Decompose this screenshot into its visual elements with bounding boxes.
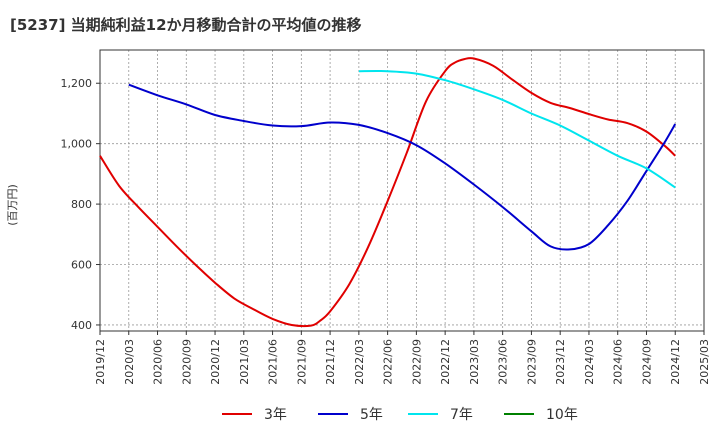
legend-label: 7年 — [450, 407, 473, 423]
x-tick-label: 2021/06 — [267, 339, 280, 385]
legend-label: 10年 — [546, 407, 578, 423]
x-tick-label: 2024/03 — [583, 339, 596, 385]
gridlines — [99, 50, 705, 331]
x-tick-label: 2021/12 — [324, 339, 337, 385]
y-tick-label: 800 — [71, 198, 92, 211]
x-tick-label: 2019/12 — [94, 339, 107, 385]
series-line-0 — [99, 57, 676, 328]
x-tick-label: 2021/03 — [238, 339, 251, 385]
x-axis-ticks: 2019/12 2020/03 2020/06 2020/09 2020/12 2021/… — [94, 331, 711, 385]
x-tick-label: 2022/09 — [410, 339, 423, 385]
chart-title: [5237] 当期純利益12か月移動合計の平均値の推移 — [10, 16, 362, 34]
x-tick-label: 2025/03 — [698, 339, 711, 385]
y-tick-label: 600 — [71, 259, 92, 272]
series-lines — [99, 57, 677, 328]
x-tick-label: 2024/12 — [669, 339, 682, 385]
legend-label: 3年 — [264, 407, 287, 423]
x-tick-label: 2023/03 — [468, 339, 481, 385]
legend-label: 5年 — [360, 407, 383, 423]
x-tick-label: 2023/06 — [497, 339, 510, 385]
series-line-1 — [128, 83, 677, 251]
x-tick-label: 2023/12 — [554, 339, 567, 385]
plot-area-frame — [99, 49, 705, 332]
legend: 3年 5年 7年 10年 — [222, 407, 578, 423]
x-tick-label: 2021/09 — [295, 339, 308, 385]
y-tick-label: 1,200 — [61, 77, 93, 90]
x-tick-label: 2022/03 — [353, 339, 366, 385]
x-tick-label: 2022/12 — [439, 339, 452, 385]
x-tick-label: 2020/12 — [209, 339, 222, 385]
y-tick-label: 1,000 — [61, 138, 93, 151]
x-tick-label: 2024/06 — [612, 339, 625, 385]
series-line-2 — [358, 69, 676, 189]
y-axis-label: (百万円) — [6, 184, 19, 226]
x-tick-label: 2020/03 — [123, 339, 136, 385]
x-tick-label: 2023/09 — [525, 339, 538, 385]
x-tick-label: 2022/06 — [382, 339, 395, 385]
y-tick-label: 400 — [71, 319, 92, 332]
x-tick-label: 2024/09 — [640, 339, 653, 385]
x-tick-label: 2020/09 — [180, 339, 193, 385]
x-tick-label: 2020/06 — [152, 339, 165, 385]
y-axis-ticks: 400 600 800 1,000 1,200 — [61, 77, 100, 332]
